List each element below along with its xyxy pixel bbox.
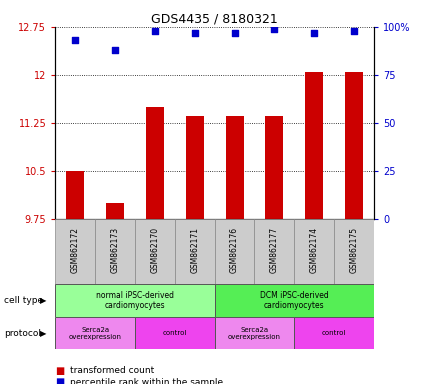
- Bar: [294, 317, 374, 349]
- Text: Serca2a
overexpression: Serca2a overexpression: [228, 327, 281, 339]
- Bar: [215, 317, 294, 349]
- Bar: [106, 203, 124, 219]
- Point: [311, 30, 317, 36]
- Bar: [305, 72, 323, 219]
- Text: percentile rank within the sample: percentile rank within the sample: [70, 377, 223, 384]
- Text: GSM862171: GSM862171: [190, 227, 199, 273]
- Bar: [146, 107, 164, 219]
- Point: [351, 28, 357, 34]
- Bar: [186, 116, 204, 219]
- Text: normal iPSC-derived
cardiomyocytes: normal iPSC-derived cardiomyocytes: [96, 291, 174, 310]
- Bar: [175, 219, 215, 284]
- Title: GDS4435 / 8180321: GDS4435 / 8180321: [151, 13, 278, 26]
- Bar: [255, 219, 294, 284]
- Text: protocol: protocol: [4, 329, 41, 338]
- Bar: [135, 219, 175, 284]
- Bar: [294, 219, 334, 284]
- Bar: [266, 116, 283, 219]
- Text: GSM862175: GSM862175: [350, 227, 359, 273]
- Bar: [55, 219, 95, 284]
- Bar: [226, 116, 244, 219]
- Text: ▶: ▶: [40, 296, 47, 305]
- Point: [151, 28, 158, 34]
- Bar: [215, 219, 255, 284]
- Point: [191, 30, 198, 36]
- Bar: [55, 317, 135, 349]
- Bar: [334, 219, 374, 284]
- Bar: [66, 171, 84, 219]
- Text: DCM iPSC-derived
cardiomyocytes: DCM iPSC-derived cardiomyocytes: [260, 291, 329, 310]
- Text: GSM862176: GSM862176: [230, 227, 239, 273]
- Point: [271, 26, 278, 32]
- Text: GSM862174: GSM862174: [310, 227, 319, 273]
- Point: [72, 37, 79, 43]
- Text: ■: ■: [55, 377, 65, 384]
- Bar: [215, 284, 374, 317]
- Text: control: control: [163, 330, 187, 336]
- Text: GSM862170: GSM862170: [150, 227, 159, 273]
- Text: transformed count: transformed count: [70, 366, 154, 375]
- Text: Serca2a
overexpression: Serca2a overexpression: [68, 327, 122, 339]
- Bar: [55, 284, 215, 317]
- Point: [112, 47, 119, 53]
- Bar: [345, 72, 363, 219]
- Text: GSM862173: GSM862173: [110, 227, 119, 273]
- Text: GSM862172: GSM862172: [71, 227, 79, 273]
- Bar: [135, 317, 215, 349]
- Text: ■: ■: [55, 366, 65, 376]
- Text: cell type: cell type: [4, 296, 43, 305]
- Point: [231, 30, 238, 36]
- Text: ▶: ▶: [40, 329, 47, 338]
- Bar: [95, 219, 135, 284]
- Text: control: control: [322, 330, 346, 336]
- Text: GSM862177: GSM862177: [270, 227, 279, 273]
